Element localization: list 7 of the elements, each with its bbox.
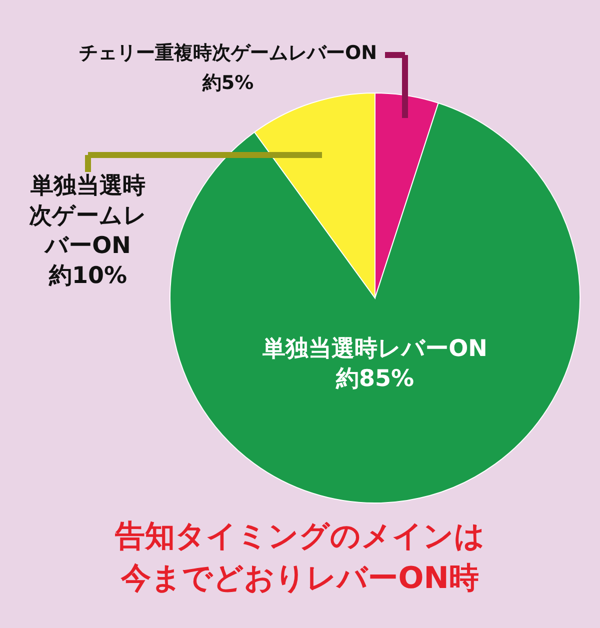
data-label: 約85% [334, 366, 414, 392]
data-label: 約5% [201, 72, 254, 94]
data-label: 約10% [48, 263, 128, 289]
slice-label: 単独当選時レバーON [262, 336, 488, 362]
slice-label: チェリー重複時次ゲームレバーON [78, 42, 378, 64]
text: 告知タイミングのメインは今までどおりレバーON時 [114, 519, 485, 596]
slice-label: 単独当選時次ゲームレバーON [29, 173, 147, 259]
